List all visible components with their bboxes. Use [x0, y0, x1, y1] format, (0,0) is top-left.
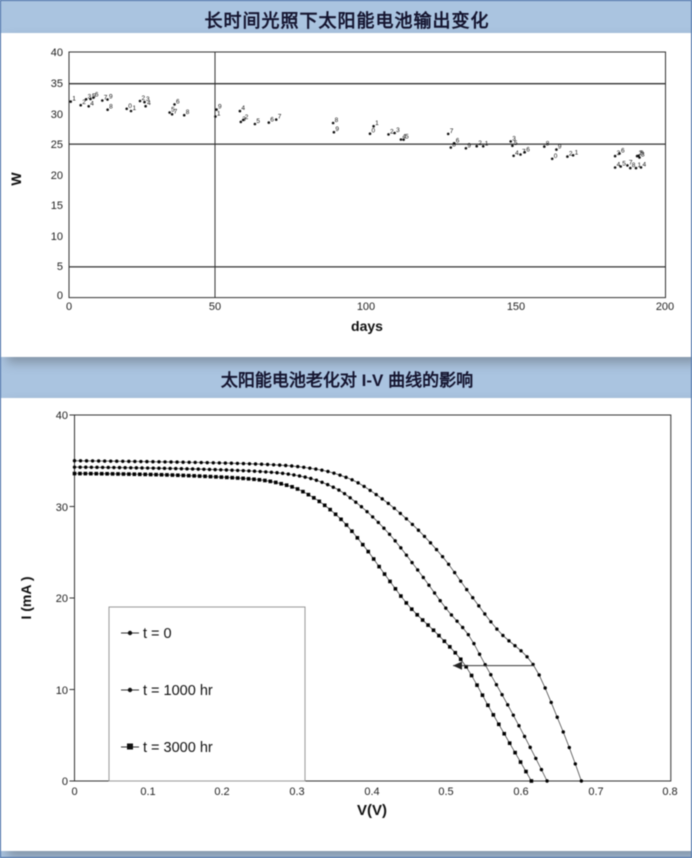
- svg-text:0.3: 0.3: [289, 786, 304, 798]
- svg-text:200: 200: [656, 301, 674, 313]
- svg-text:35: 35: [51, 78, 63, 90]
- svg-text:6: 6: [526, 146, 530, 153]
- svg-text:10: 10: [56, 685, 68, 697]
- svg-text:0: 0: [71, 786, 77, 798]
- svg-text:5: 5: [256, 118, 260, 125]
- svg-text:8: 8: [452, 142, 456, 149]
- svg-text:0.8: 0.8: [662, 786, 677, 798]
- svg-text:30: 30: [56, 502, 68, 514]
- svg-text:t = 3000 hr: t = 3000 hr: [143, 740, 213, 756]
- svg-text:7: 7: [450, 128, 454, 135]
- svg-text:0: 0: [66, 301, 72, 313]
- svg-text:1: 1: [72, 96, 76, 103]
- svg-text:2: 2: [569, 151, 573, 158]
- svg-text:1: 1: [133, 105, 137, 112]
- svg-text:1: 1: [485, 140, 489, 147]
- svg-text:0: 0: [57, 290, 63, 302]
- svg-text:5: 5: [514, 140, 518, 147]
- svg-text:9: 9: [335, 126, 339, 133]
- svg-text:10: 10: [51, 231, 63, 243]
- svg-text:20: 20: [51, 170, 63, 182]
- svg-text:4: 4: [147, 100, 151, 107]
- svg-text:40: 40: [51, 47, 63, 59]
- svg-text:0.1: 0.1: [140, 786, 155, 798]
- svg-text:25: 25: [51, 139, 63, 151]
- svg-text:15: 15: [51, 200, 63, 212]
- svg-text:3: 3: [396, 127, 400, 134]
- svg-text:1: 1: [575, 149, 579, 156]
- svg-text:0.4: 0.4: [364, 786, 379, 798]
- svg-text:20: 20: [56, 593, 68, 605]
- svg-text:4: 4: [241, 105, 245, 112]
- svg-text:40: 40: [56, 410, 68, 422]
- svg-text:6: 6: [270, 117, 274, 124]
- svg-text:6: 6: [621, 148, 625, 155]
- svg-text:0.7: 0.7: [588, 786, 603, 798]
- svg-text:9: 9: [109, 94, 113, 101]
- svg-text:days: days: [351, 318, 383, 334]
- svg-text:4: 4: [90, 100, 94, 107]
- svg-text:8: 8: [186, 109, 190, 116]
- svg-text:3: 3: [641, 152, 645, 159]
- svg-text:I (mA ): I (mA ): [18, 576, 34, 619]
- svg-text:6: 6: [176, 98, 180, 105]
- svg-text:0: 0: [62, 776, 68, 788]
- svg-text:8: 8: [546, 141, 550, 148]
- svg-text:0.2: 0.2: [214, 786, 229, 798]
- svg-text:9: 9: [467, 142, 471, 149]
- svg-text:30: 30: [51, 109, 63, 121]
- svg-text:W: W: [8, 172, 24, 186]
- svg-text:1: 1: [375, 120, 379, 127]
- svg-text:100: 100: [357, 301, 375, 313]
- svg-text:t = 1000 hr: t = 1000 hr: [143, 683, 213, 699]
- svg-text:2: 2: [478, 140, 482, 147]
- svg-text:7: 7: [278, 114, 282, 121]
- svg-text:4: 4: [515, 150, 519, 157]
- svg-text:8: 8: [109, 104, 113, 111]
- svg-text:6: 6: [456, 137, 460, 144]
- svg-text:7: 7: [522, 149, 526, 156]
- svg-text:6: 6: [95, 92, 99, 99]
- svg-text:0: 0: [554, 153, 558, 160]
- svg-text:7: 7: [174, 108, 178, 115]
- svg-text:5: 5: [405, 134, 409, 141]
- svg-text:3: 3: [242, 116, 246, 123]
- svg-text:8: 8: [335, 117, 339, 124]
- svg-text:0.5: 0.5: [438, 786, 453, 798]
- svg-text:5: 5: [622, 161, 626, 168]
- svg-text:1: 1: [217, 111, 221, 118]
- svg-text:2: 2: [390, 128, 394, 135]
- svg-text:9: 9: [558, 144, 562, 151]
- svg-text:V(V): V(V): [357, 802, 387, 819]
- svg-text:5: 5: [57, 261, 63, 273]
- svg-text:150: 150: [507, 301, 525, 313]
- svg-text:4: 4: [643, 161, 647, 168]
- svg-text:0.6: 0.6: [513, 786, 528, 798]
- svg-text:t = 0: t = 0: [143, 626, 172, 642]
- svg-text:0: 0: [372, 128, 376, 135]
- svg-text:50: 50: [209, 301, 221, 313]
